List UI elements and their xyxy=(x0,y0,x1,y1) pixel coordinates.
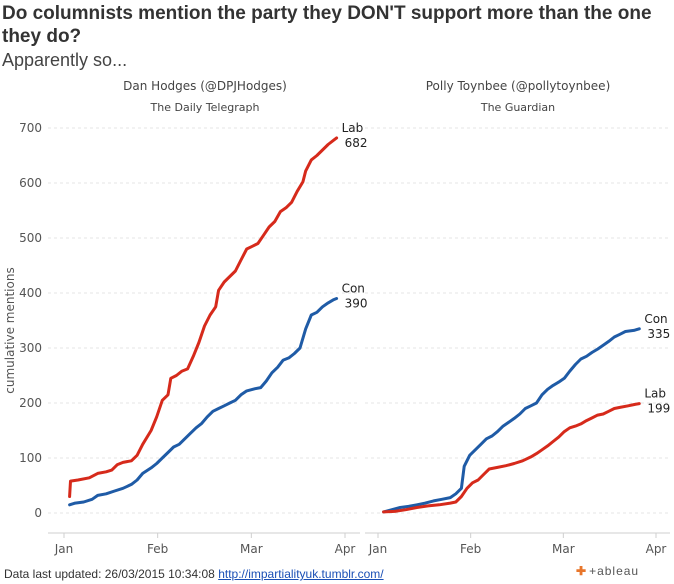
series-end-value-con: 335 xyxy=(647,327,670,341)
panel-subtitle: The Guardian xyxy=(480,101,555,114)
series-line-con xyxy=(382,327,641,514)
series-end-label-lab: Lab xyxy=(342,121,364,135)
y-tick-label: 100 xyxy=(19,451,42,465)
y-tick-label: 700 xyxy=(19,121,42,135)
series-end-value-lab: 199 xyxy=(647,402,670,416)
x-tick-label: Jan xyxy=(368,542,388,556)
series-end-label-lab: Lab xyxy=(644,387,666,401)
chart-subtitle: Apparently so... xyxy=(2,50,128,70)
y-tick-label: 400 xyxy=(19,286,42,300)
x-tick-label: Apr xyxy=(335,542,356,556)
x-tick-label: Feb xyxy=(460,542,481,556)
series-end-label-con: Con xyxy=(644,312,667,326)
panel-title: Dan Hodges (@DPJHodges) xyxy=(123,79,287,93)
footer: Data last updated: 26/03/2015 10:34:08 h… xyxy=(4,567,384,581)
y-tick-label: 0 xyxy=(34,506,42,520)
tableau-logo: ✚ +ableau xyxy=(576,564,640,578)
y-tick-label: 200 xyxy=(19,396,42,410)
series-end-value-lab: 682 xyxy=(345,136,368,150)
series-end-label-con: Con xyxy=(342,282,365,296)
source-link[interactable]: http://impartialityuk.tumblr.com/ xyxy=(218,567,384,581)
series-end-value-con: 390 xyxy=(345,297,368,311)
tableau-plus-icon: ✚ xyxy=(576,564,588,578)
y-tick-label: 500 xyxy=(19,231,42,245)
y-tick-label: 300 xyxy=(19,341,42,355)
x-tick-label: Feb xyxy=(147,542,168,556)
last-updated-text: Data last updated: 26/03/2015 10:34:08 xyxy=(4,567,215,581)
series-line-lab xyxy=(382,402,641,514)
y-axis-label: cumulative mentions xyxy=(3,267,17,393)
x-tick-label: Apr xyxy=(646,542,667,556)
series-line-lab xyxy=(68,136,339,498)
y-tick-label: 600 xyxy=(19,176,42,190)
chart-title: Do columnists mention the party they DON… xyxy=(2,3,652,47)
x-tick-label: Mar xyxy=(552,542,575,556)
panel-subtitle: The Daily Telegraph xyxy=(150,101,260,114)
series-line-con xyxy=(68,297,339,507)
panel-title: Polly Toynbee (@pollytoynbee) xyxy=(426,79,611,93)
x-tick-label: Jan xyxy=(54,542,74,556)
x-tick-label: Mar xyxy=(240,542,263,556)
